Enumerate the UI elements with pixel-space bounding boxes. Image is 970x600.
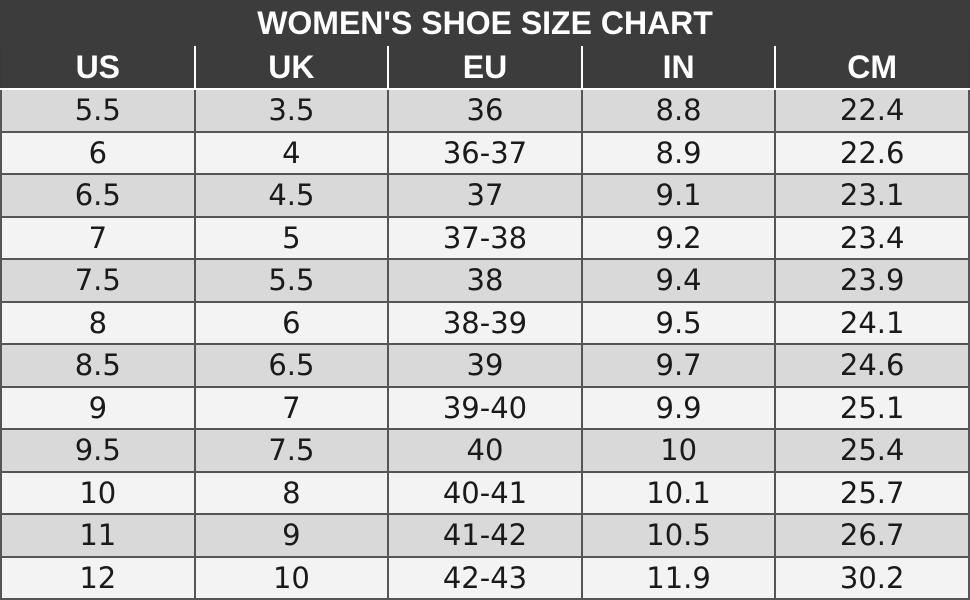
cell-us: 5.5	[0, 88, 196, 133]
cell-in: 10.5	[580, 513, 777, 558]
cell-us: 9.5	[0, 428, 196, 473]
cell-in: 10.1	[580, 470, 777, 515]
cell-uk: 6	[193, 300, 390, 345]
column-header-in: IN	[580, 46, 777, 90]
cell-cm: 23.9	[774, 258, 970, 303]
table-row: 11 9 41-42 10.5 26.7	[0, 513, 970, 558]
cell-us: 8	[0, 300, 196, 345]
cell-eu: 41-42	[387, 513, 583, 558]
table-row: 6 4 36-37 8.9 22.6	[0, 130, 970, 175]
cell-cm: 22.6	[774, 130, 970, 175]
cell-cm: 24.6	[774, 343, 970, 388]
cell-in: 8.9	[580, 130, 777, 175]
table-row: 9 7 39-40 9.9 25.1	[0, 385, 970, 430]
cell-uk: 5.5	[193, 258, 390, 303]
column-header-us: US	[0, 46, 196, 90]
cell-cm: 25.1	[774, 385, 970, 430]
cell-us: 10	[0, 470, 196, 515]
cell-uk: 6.5	[193, 343, 390, 388]
cell-cm: 26.7	[774, 513, 970, 558]
table-row: 8.5 6.5 39 9.7 24.6	[0, 343, 970, 388]
table-row: 6.5 4.5 37 9.1 23.1	[0, 173, 970, 218]
header-row: US UK EU IN CM	[0, 46, 970, 90]
cell-cm: 25.7	[774, 470, 970, 515]
column-header-eu: EU	[387, 46, 583, 90]
cell-cm: 30.2	[774, 555, 970, 600]
cell-eu: 39-40	[387, 385, 583, 430]
cell-cm: 23.4	[774, 215, 970, 260]
cell-in: 9.7	[580, 343, 777, 388]
cell-uk: 5	[193, 215, 390, 260]
cell-eu: 36-37	[387, 130, 583, 175]
table-row: 10 8 40-41 10.1 25.7	[0, 470, 970, 515]
cell-us: 8.5	[0, 343, 196, 388]
cell-uk: 7	[193, 385, 390, 430]
cell-us: 12	[0, 555, 196, 600]
cell-cm: 23.1	[774, 173, 970, 218]
cell-uk: 10	[193, 555, 390, 600]
cell-us: 7.5	[0, 258, 196, 303]
table-body: 5.5 3.5 36 8.8 22.4 6 4 36-37 8.9 22.6 6.5 4.5 37 9.1…	[0, 88, 970, 600]
table-row: 7.5 5.5 38 9.4 23.9	[0, 258, 970, 303]
table-row: 7 5 37-38 9.2 23.4	[0, 215, 970, 260]
cell-us: 9	[0, 385, 196, 430]
column-header-uk: UK	[193, 46, 390, 90]
cell-uk: 9	[193, 513, 390, 558]
cell-in: 11.9	[580, 555, 777, 600]
cell-us: 6	[0, 130, 196, 175]
cell-cm: 25.4	[774, 428, 970, 473]
cell-eu: 42-43	[387, 555, 583, 600]
cell-uk: 4.5	[193, 173, 390, 218]
cell-in: 9.1	[580, 173, 777, 218]
cell-eu: 39	[387, 343, 583, 388]
cell-us: 11	[0, 513, 196, 558]
size-table: US UK EU IN CM 5.5 3.5 36 8.8 22.4 6 4 36-37 8.9…	[0, 46, 970, 600]
table-row: 9.5 7.5 40 10 25.4	[0, 428, 970, 473]
table-row: 12 10 42-43 11.9 30.2	[0, 555, 970, 600]
cell-in: 9.4	[580, 258, 777, 303]
cell-eu: 37	[387, 173, 583, 218]
cell-cm: 22.4	[774, 88, 970, 133]
cell-us: 7	[0, 215, 196, 260]
table-row: 5.5 3.5 36 8.8 22.4	[0, 88, 970, 133]
cell-eu: 37-38	[387, 215, 583, 260]
column-header-cm: CM	[774, 46, 970, 90]
cell-in: 10	[580, 428, 777, 473]
cell-uk: 4	[193, 130, 390, 175]
cell-eu: 38-39	[387, 300, 583, 345]
cell-in: 9.9	[580, 385, 777, 430]
cell-us: 6.5	[0, 173, 196, 218]
cell-uk: 8	[193, 470, 390, 515]
cell-cm: 24.1	[774, 300, 970, 345]
cell-in: 9.5	[580, 300, 777, 345]
cell-eu: 36	[387, 88, 583, 133]
cell-eu: 38	[387, 258, 583, 303]
cell-in: 8.8	[580, 88, 777, 133]
chart-title: WOMEN'S SHOE SIZE CHART	[0, 0, 970, 46]
cell-uk: 3.5	[193, 88, 390, 133]
cell-uk: 7.5	[193, 428, 390, 473]
table-row: 8 6 38-39 9.5 24.1	[0, 300, 970, 345]
cell-eu: 40-41	[387, 470, 583, 515]
cell-eu: 40	[387, 428, 583, 473]
cell-in: 9.2	[580, 215, 777, 260]
